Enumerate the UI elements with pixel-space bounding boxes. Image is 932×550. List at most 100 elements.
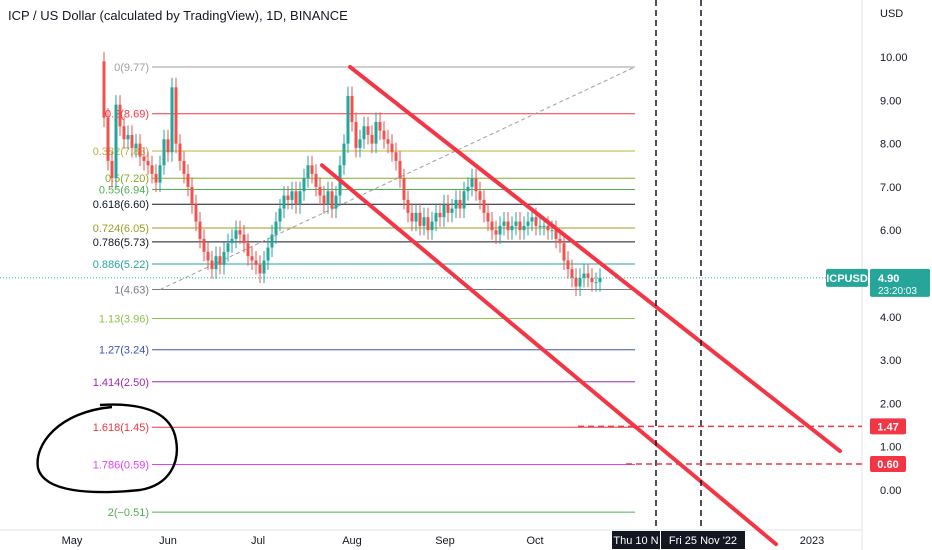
candle-body bbox=[162, 139, 166, 166]
candle-body bbox=[574, 277, 578, 287]
candle-body bbox=[278, 208, 282, 222]
candle-body bbox=[234, 230, 238, 239]
y-tick-label: 8.00 bbox=[880, 139, 901, 151]
candle-body bbox=[598, 277, 602, 283]
candle-body bbox=[594, 282, 598, 284]
candle-body bbox=[118, 104, 122, 127]
candle-body bbox=[458, 199, 462, 209]
fib-level-label: 0.786(5.73) bbox=[93, 237, 149, 249]
y-tick-label: 1.00 bbox=[880, 442, 901, 454]
candle-body bbox=[550, 230, 554, 232]
hand-drawn-circle bbox=[36, 403, 179, 494]
candle-body bbox=[178, 143, 182, 161]
candle-body bbox=[290, 191, 294, 200]
candle-body bbox=[262, 260, 266, 274]
candle-body bbox=[322, 195, 326, 205]
candle-body bbox=[362, 126, 366, 140]
candle-body bbox=[258, 264, 262, 274]
candle-body bbox=[446, 204, 450, 213]
y-tick-label: 0.00 bbox=[880, 485, 901, 497]
candle-body bbox=[270, 234, 274, 248]
date-highlight-bg bbox=[612, 531, 660, 549]
candle-body bbox=[578, 277, 582, 287]
candle-body bbox=[346, 95, 350, 144]
candle-body bbox=[218, 256, 222, 265]
candle-body bbox=[370, 134, 374, 144]
candle-body bbox=[514, 221, 518, 226]
fib-level-label: 0.618(6.60) bbox=[93, 199, 149, 211]
candle-body bbox=[494, 230, 498, 235]
fib-level-label: 1.618(1.45) bbox=[93, 422, 149, 434]
candle-body bbox=[438, 212, 442, 218]
candle-body bbox=[330, 191, 334, 209]
x-tick-label: Oct bbox=[526, 535, 543, 547]
candle-body bbox=[254, 260, 258, 265]
candle-body bbox=[418, 212, 422, 226]
candle-body bbox=[542, 225, 546, 227]
channel-upper-line bbox=[348, 64, 842, 454]
candle-body bbox=[382, 130, 386, 140]
x-tick-label: 2023 bbox=[800, 535, 824, 547]
symbol-label: ICPUSD bbox=[826, 273, 868, 285]
candle-body bbox=[554, 230, 558, 239]
candle-body bbox=[106, 117, 110, 161]
y-tick-label: 7.00 bbox=[880, 182, 901, 194]
candle-body bbox=[470, 178, 474, 187]
marker-price-label: 0.60 bbox=[877, 459, 898, 471]
candle-body bbox=[498, 225, 502, 235]
candle-body bbox=[350, 95, 354, 122]
candle-body bbox=[402, 178, 406, 200]
candle-body bbox=[266, 247, 270, 261]
candle-body bbox=[250, 256, 254, 261]
y-tick-label: 4.00 bbox=[880, 312, 901, 324]
candle-body bbox=[406, 199, 410, 213]
symbol-tag bbox=[826, 268, 868, 287]
fib-level-label: 1.786(0.59) bbox=[93, 459, 149, 471]
candle-body bbox=[334, 195, 338, 209]
candle-body bbox=[206, 251, 210, 261]
candle-body bbox=[570, 269, 574, 278]
fib-level-label: 0.2(8.69) bbox=[105, 109, 149, 121]
candle-body bbox=[238, 230, 242, 235]
candle-body bbox=[150, 165, 154, 174]
candle-body bbox=[130, 134, 134, 148]
candle-body bbox=[302, 178, 306, 192]
candle-body bbox=[210, 260, 214, 270]
fib-level-label: 2(−0.51) bbox=[108, 507, 149, 519]
candle-body bbox=[398, 160, 402, 179]
candle-body bbox=[414, 212, 418, 222]
candle-body bbox=[298, 191, 302, 205]
candle-body bbox=[530, 217, 534, 222]
candle-body bbox=[522, 225, 526, 231]
candle-body bbox=[582, 273, 586, 278]
candle-body bbox=[486, 212, 490, 222]
x-tick-label: Jun bbox=[159, 535, 177, 547]
candle-body bbox=[182, 160, 186, 174]
candle-body bbox=[390, 143, 394, 153]
date-highlight-label: Fri 25 Nov '22 bbox=[669, 535, 737, 547]
candle-body bbox=[142, 156, 146, 161]
candle-body bbox=[558, 238, 562, 244]
fib-level-label: 1(4.63) bbox=[114, 285, 149, 297]
candle-body bbox=[154, 173, 158, 183]
candle-body bbox=[114, 104, 118, 179]
candle-body bbox=[506, 221, 510, 231]
candle-body bbox=[378, 121, 382, 131]
candle-body bbox=[518, 221, 522, 231]
candle-body bbox=[566, 260, 570, 270]
candle-body bbox=[198, 221, 202, 239]
candle-body bbox=[342, 143, 346, 166]
candle-body bbox=[478, 191, 482, 200]
candle-body bbox=[490, 221, 494, 231]
marker-price-label: 1.47 bbox=[877, 421, 898, 433]
x-tick-label: May bbox=[62, 535, 83, 547]
y-tick-label: 3.00 bbox=[880, 355, 901, 367]
candle-body bbox=[450, 208, 454, 213]
countdown-label: 23:20:03 bbox=[878, 286, 917, 297]
candle-body bbox=[282, 195, 286, 209]
candle-body bbox=[146, 160, 150, 166]
candle-body bbox=[194, 204, 198, 222]
candle-body bbox=[394, 152, 398, 161]
candle-body bbox=[126, 134, 130, 140]
